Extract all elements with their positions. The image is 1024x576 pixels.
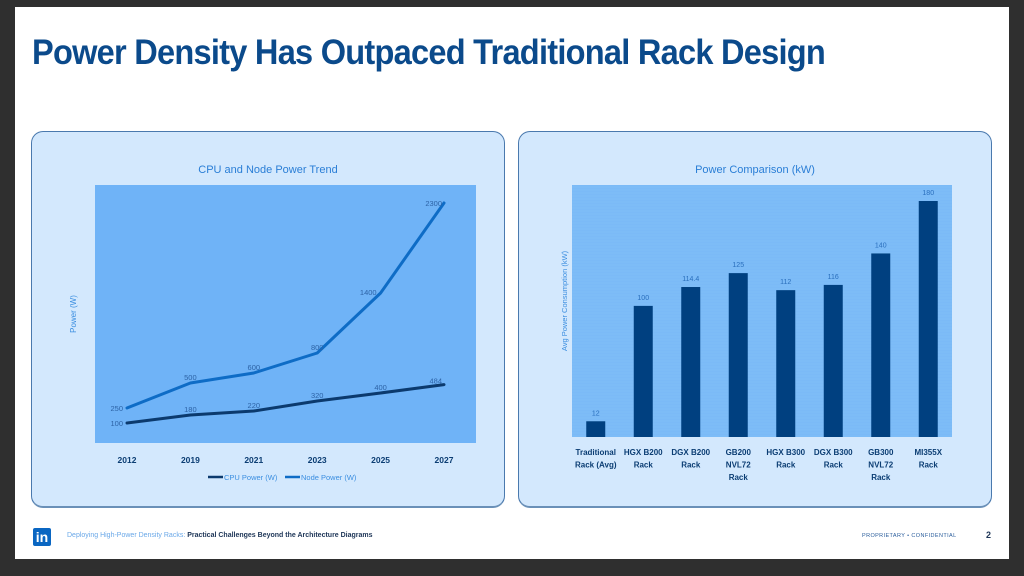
x-tick-label: 2021 (244, 455, 263, 465)
x-tick-label: Rack (824, 461, 844, 470)
x-tick-label: Rack (634, 461, 654, 470)
data-label: 125 (732, 262, 744, 269)
x-tick-label: 2023 (308, 455, 327, 465)
slide: Power Density Has Outpaced Traditional R… (15, 7, 1009, 559)
x-tick-label: GB200 (726, 448, 752, 457)
data-label: 250 (110, 404, 123, 413)
x-tick-label: Rack (776, 461, 796, 470)
line-chart: Power (W) 100 180 220 320 400 484 250 500 600 800 1… (69, 185, 476, 482)
data-label: 400 (374, 383, 387, 392)
bar-chart: Avg Power Consumption (kW) 12 Traditional R… (560, 185, 952, 482)
x-tick-label: MI355X (914, 448, 942, 457)
bar (918, 201, 938, 437)
data-label: 484 (429, 377, 442, 386)
x-tick-label: 2012 (118, 455, 137, 465)
data-label: 600 (248, 363, 261, 372)
bar (681, 287, 701, 437)
data-label: 12 (592, 410, 600, 417)
footer-lead: Deploying High-Power Density Racks: (67, 532, 186, 539)
bar (776, 290, 796, 437)
y-axis-label: Avg Power Consumption (kW) (560, 250, 569, 351)
series-line-node (125, 201, 446, 410)
x-tick-label: DGX B200 (671, 448, 710, 457)
x-tick-label: Rack (729, 473, 749, 482)
x-tick-label: GB300 (868, 448, 894, 457)
x-tick-label: Rack (681, 461, 701, 470)
x-tick-label: Rack (Avg) (575, 461, 617, 470)
x-tick-label: HGX B200 (624, 448, 663, 457)
data-label: 1400 (360, 288, 377, 297)
data-label: 2300 (425, 199, 442, 208)
data-label: 112 (780, 279, 791, 286)
bar-chart-panel: Power Comparison (kW) Avg Power Consumpt… (518, 131, 992, 508)
x-tick-label: 2019 (181, 455, 200, 465)
y-axis-label: Power (W) (69, 295, 78, 333)
x-tick-label: 2027 (435, 455, 454, 465)
footer-caption: Deploying High-Power Density Racks: Prac… (67, 532, 373, 539)
linkedin-logo-icon: in (33, 528, 51, 546)
bar (871, 253, 891, 437)
x-tick-label: HGX B300 (766, 448, 805, 457)
slide-title: Power Density Has Outpaced Traditional R… (32, 33, 826, 72)
data-label: 800 (311, 343, 324, 352)
footer: in Deploying High-Power Density Racks: P… (15, 525, 1009, 549)
legend-item: Node Power (W) (301, 473, 357, 482)
bar (823, 284, 843, 437)
data-label: 180 (922, 190, 934, 197)
plot-area (95, 185, 476, 443)
data-label: 100 (110, 419, 123, 428)
x-tick-label: NVL72 (868, 461, 893, 470)
data-label: 220 (248, 401, 261, 410)
data-label: 500 (184, 373, 197, 382)
line-chart-panel: CPU and Node Power Trend Power (W) 100 180… (31, 131, 505, 508)
confidential-label: PROPRIETARY • CONFIDENTIAL (862, 533, 957, 539)
data-label: 114.4 (682, 276, 699, 283)
data-label: 140 (875, 242, 887, 249)
x-tick-label: DGX B300 (814, 448, 853, 457)
footer-subtitle: Practical Challenges Beyond the Architec… (185, 532, 373, 539)
x-tick-label: NVL72 (726, 461, 751, 470)
data-label: 100 (637, 295, 649, 302)
legend-item: CPU Power (W) (224, 473, 278, 482)
bar (633, 305, 653, 437)
page-number: 2 (986, 530, 992, 540)
x-tick-label: 2025 (371, 455, 390, 465)
x-tick-label: Traditional (576, 448, 616, 457)
bar-chart-title: Power Comparison (kW) (695, 164, 815, 176)
bar (586, 421, 606, 437)
data-label: 180 (184, 405, 197, 414)
bar (728, 273, 748, 437)
series-line-cpu (125, 383, 446, 425)
line-chart-title: CPU and Node Power Trend (198, 164, 338, 176)
data-label: 116 (828, 274, 839, 281)
x-tick-label: Rack (919, 461, 939, 470)
x-tick-label: Rack (871, 473, 891, 482)
data-label: 320 (311, 391, 324, 400)
